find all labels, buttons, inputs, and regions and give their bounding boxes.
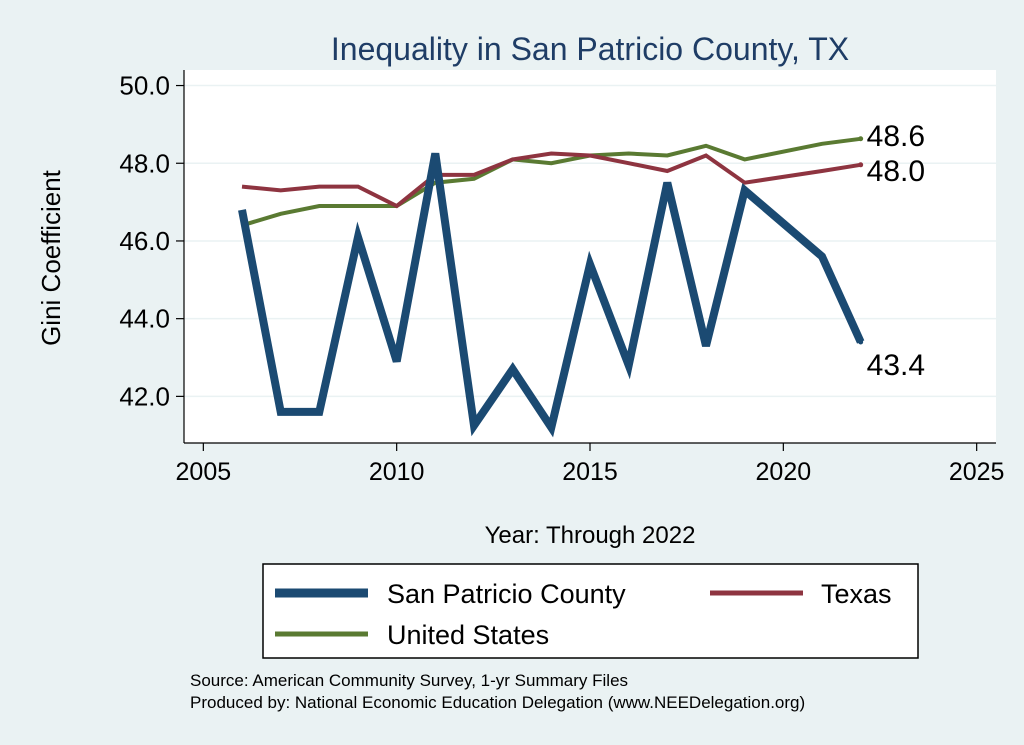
end-label: 48.6 (867, 120, 925, 153)
x-tick-label: 2015 (562, 458, 618, 486)
legend-label: San Patricio County (387, 579, 626, 609)
x-axis-label: Year: Through 2022 (485, 522, 696, 549)
end-label: 48.0 (867, 155, 925, 188)
chart-title: Inequality in San Patricio County, TX (331, 31, 849, 67)
x-tick-label: 2025 (949, 458, 1005, 486)
series-line-texas (241, 151, 862, 209)
source-note: Source: American Community Survey, 1-yr … (190, 671, 628, 690)
legend: San Patricio County Texas United States (275, 579, 892, 650)
y-tick-label: 42.0 (119, 381, 170, 411)
produced-by-note: Produced by: National Economic Education… (190, 693, 805, 712)
series-layer (238, 136, 865, 438)
y-tick-label: 46.0 (119, 226, 170, 256)
y-tick-label: 50.0 (119, 71, 170, 101)
y-tick-label: 44.0 (119, 304, 170, 334)
legend-label: United States (387, 620, 549, 650)
x-tick-label: 2005 (176, 458, 232, 486)
y-axis-label: Gini Coefficient (36, 169, 66, 346)
legend-label: Texas (821, 579, 892, 609)
y-tick-label: 48.0 (119, 148, 170, 178)
x-tick-label: 2020 (756, 458, 812, 486)
series-end-point (858, 162, 864, 168)
x-tick-label: 2010 (369, 458, 425, 486)
axes: 42.0 44.0 46.0 48.0 50.0 2005 2010 2015 2020 2025 (119, 70, 1004, 486)
series-end-point (858, 339, 864, 345)
series-line-united-states (241, 136, 861, 228)
series-line-san-patricio-county (238, 152, 865, 438)
end-label: 43.4 (867, 349, 925, 382)
series-end-point (858, 136, 864, 142)
legend-box (262, 563, 919, 659)
end-labels: 43.4 48.048.6 (867, 120, 925, 382)
